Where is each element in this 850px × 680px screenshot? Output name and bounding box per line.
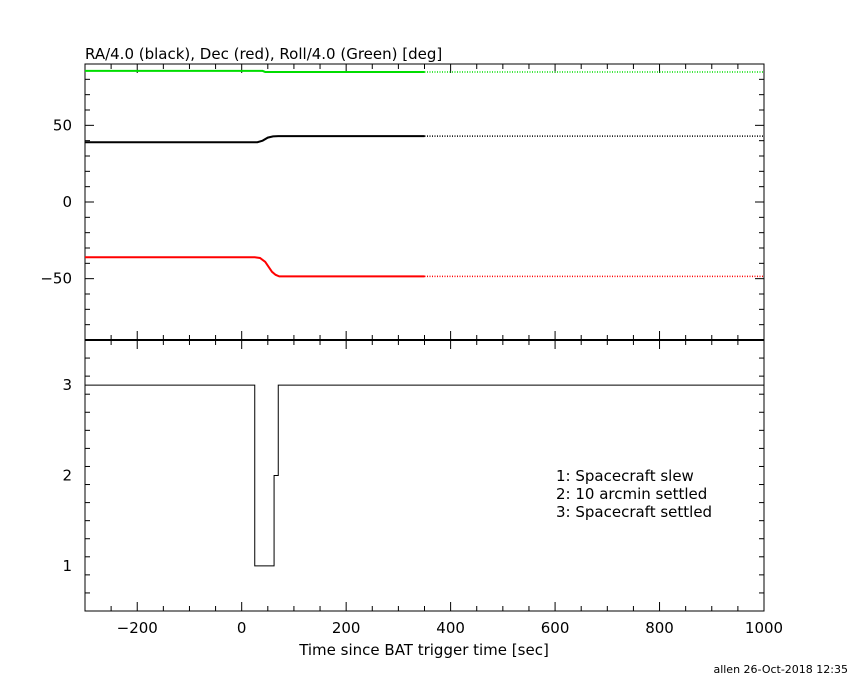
attitude-y-tick-labels: −50 0 50 <box>40 116 72 287</box>
y-tick-label: 3 <box>62 376 72 394</box>
attitude-lines <box>85 69 764 278</box>
attitude-panel: RA/4.0 (black), Dec (red), Roll/4.0 (Gre… <box>40 45 765 341</box>
footer-stamp: allen 26-Oct-2018 12:35 <box>713 663 848 676</box>
settle-status-line <box>85 384 764 567</box>
series-ra-line <box>85 135 425 144</box>
x-tick-label: −200 <box>117 619 158 637</box>
legend-entry-slew: 1: Spacecraft slew <box>556 467 694 485</box>
settle-legend: 1: Spacecraft slew 2: 10 arcmin settled … <box>556 467 712 521</box>
x-tick-label: 600 <box>541 619 570 637</box>
legend-entry-10arcmin: 2: 10 arcmin settled <box>556 485 707 503</box>
x-tick-label: 800 <box>645 619 674 637</box>
series-dec-line <box>85 256 425 278</box>
y-tick-label: −50 <box>40 270 72 288</box>
attitude-title: RA/4.0 (black), Dec (red), Roll/4.0 (Gre… <box>85 45 442 63</box>
settle-panel: 1 2 3 −200 0 200 400 600 800 1000 1: Spacecraft … <box>62 339 783 659</box>
y-tick-label: 0 <box>62 193 72 211</box>
attitude-frame <box>84 63 765 341</box>
legend-entry-settled: 3: Spacecraft settled <box>556 503 712 521</box>
y-tick-label: 50 <box>53 116 72 134</box>
settle-lines <box>85 384 764 567</box>
x-tick-label: 200 <box>332 619 361 637</box>
x-tick-label: 0 <box>237 619 247 637</box>
y-tick-label: 2 <box>62 467 72 485</box>
x-axis-label: Time since BAT trigger time [sec] <box>298 641 549 659</box>
x-tick-label: 400 <box>436 619 465 637</box>
x-tick-label: 1000 <box>745 619 783 637</box>
settle-y-tick-labels: 1 2 3 <box>62 376 72 575</box>
x-tick-labels: −200 0 200 400 600 800 1000 <box>117 619 783 637</box>
series-roll-line <box>85 69 425 73</box>
attitude-ticks <box>84 63 765 341</box>
y-tick-label: 1 <box>62 557 72 575</box>
